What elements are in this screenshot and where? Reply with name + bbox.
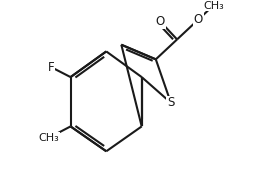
Text: F: F	[48, 61, 55, 74]
Text: O: O	[194, 13, 203, 26]
Text: O: O	[156, 15, 165, 28]
Text: S: S	[167, 96, 175, 109]
Text: CH₃: CH₃	[38, 133, 59, 143]
Text: CH₃: CH₃	[203, 1, 224, 11]
